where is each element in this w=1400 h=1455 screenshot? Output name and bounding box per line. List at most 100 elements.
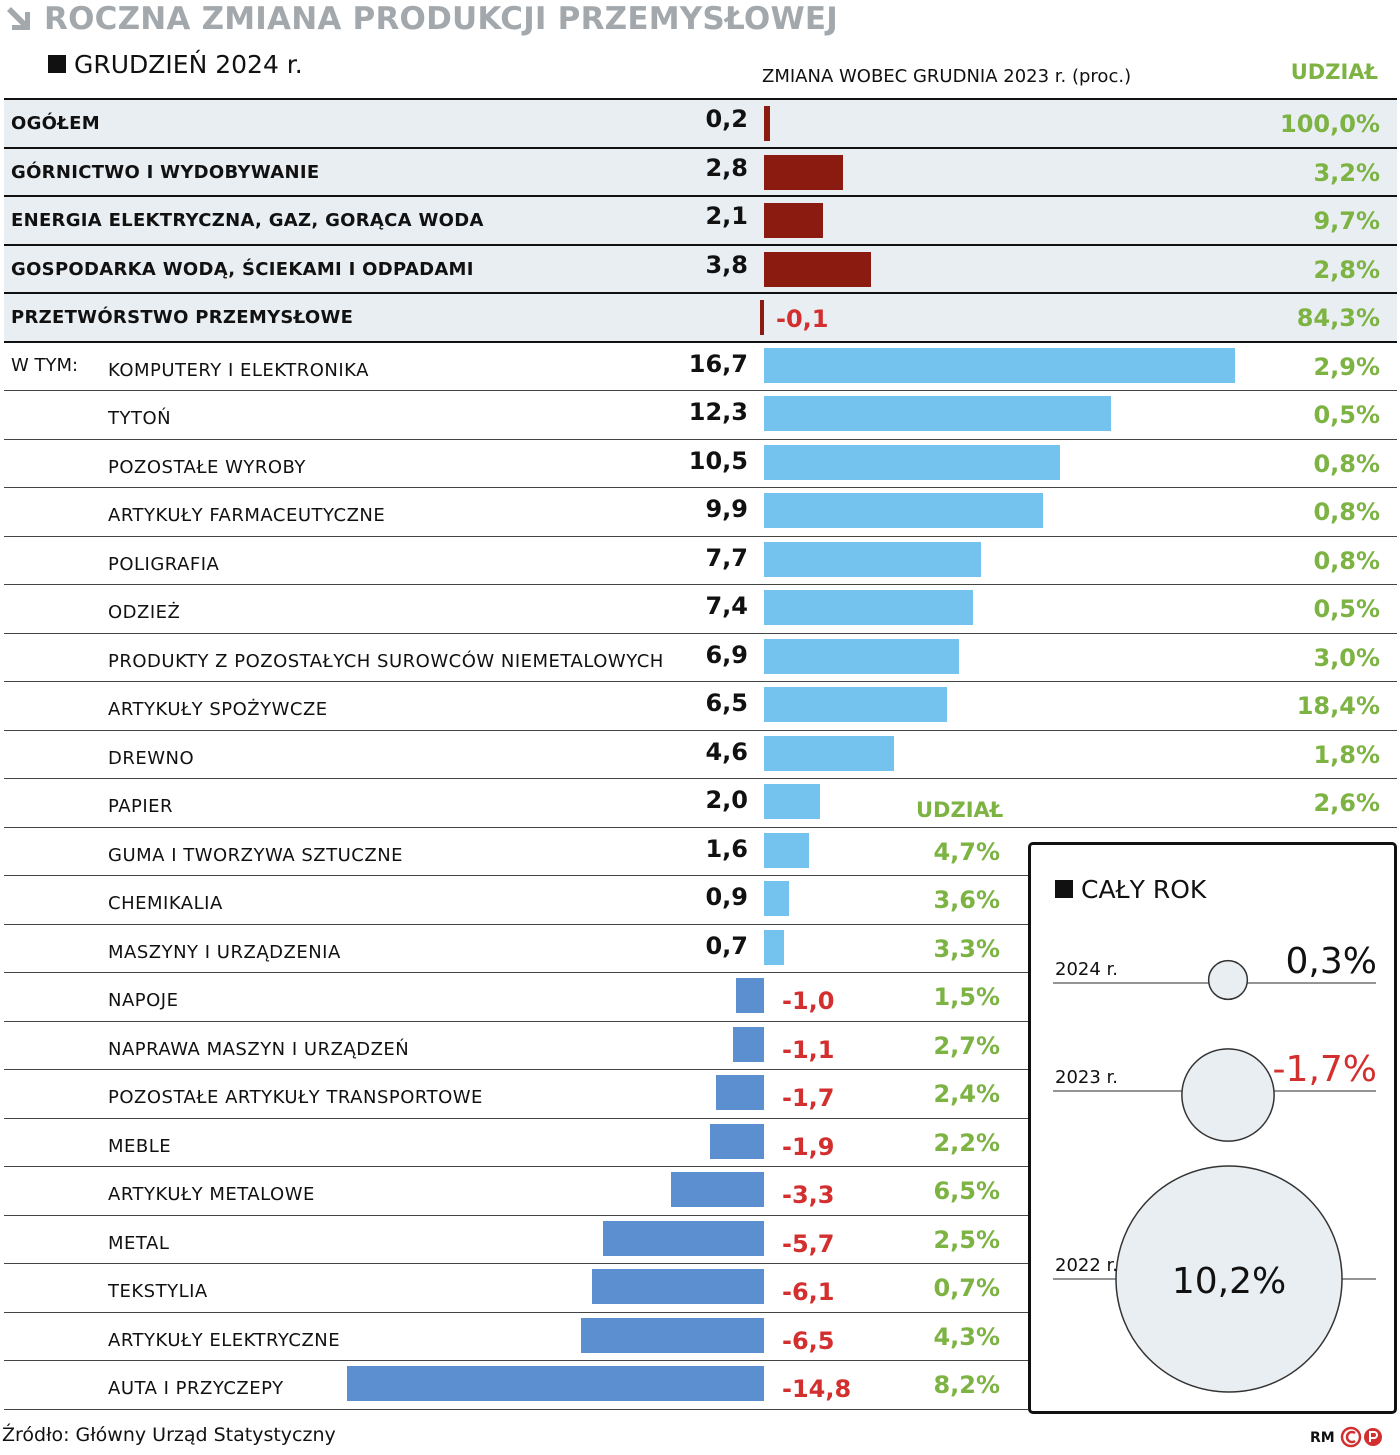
bar [670,1172,764,1207]
category-label: OGÓŁEM [11,113,100,134]
bar [764,735,894,771]
chart-row: POLIGRAFIA 7,7 0,8% [4,537,1397,585]
year-label: 2023 r. [1055,1067,1118,1088]
value-label: 16,7 [688,349,748,378]
share-value: 0,8% [1313,546,1380,575]
category-label: ARTYKUŁY SPOŻYWCZE [108,699,328,720]
value-label: -1,7 [782,1084,835,1112]
share-value: 0,8% [1313,449,1380,478]
bar [603,1220,764,1256]
category-label: PRODUKTY Z POZOSTAŁYCH SUROWCÓW NIEMETAL… [108,650,664,672]
chart-row: TEKSTYLIA -6,1 0,7% [4,1264,1028,1313]
value-label: 3,8 [705,250,748,279]
value-label: -1,9 [782,1132,835,1161]
share-value: 2,6% [1313,789,1380,817]
share-column-header: UDZIAŁ [1290,60,1378,84]
bar [760,300,764,335]
year-value: 10,2% [1172,1261,1286,1302]
value-label: 10,5 [688,446,748,475]
bar [764,541,982,577]
value-label: 12,3 [688,398,748,426]
bar [764,347,1235,383]
share-value: 2,4% [933,1080,1000,1108]
bar [764,444,1061,480]
category-label: ENERGIA ELEKTRYCZNA, GAZ, GORĄCA WODA [11,210,484,231]
bar [764,251,872,287]
category-label: ARTYKUŁY ELEKTRYCZNE [108,1329,341,1351]
bar [764,590,973,625]
share-value: 2,2% [933,1128,1000,1157]
share-value: 3,6% [933,886,1000,914]
year-label: 2022 r. [1055,1255,1118,1276]
chart-row: ARTYKUŁY METALOWE -3,3 6,5% [4,1167,1028,1216]
share-value: 8,2% [933,1371,1000,1399]
bar [764,638,959,674]
full-year-title: CAŁY ROK [1055,875,1206,904]
chart-row: OGÓŁEM 0,2 100,0% [4,100,1397,149]
arrow-down-right-icon [7,7,30,30]
category-label: NAPOJE [108,990,179,1011]
square-bullet-icon [48,55,66,73]
value-label: -14,8 [782,1375,852,1403]
bar [764,881,790,916]
chart-row: AUTA I PRZYCZEPY -14,8 8,2% [4,1361,1028,1410]
category-label: GÓRNICTWO I WYDOBYWANIE [11,161,320,183]
full-year-bubbles: 2024 r. 0,3% 2023 r. -1,7% 2022 r. 10,2% [1053,941,1377,1393]
share-value: 3,3% [933,934,1000,963]
bar [764,784,821,819]
chart-row: MEBLE -1,9 2,2% [4,1119,1028,1167]
chart-row: DREWNO 4,6 1,8% [4,731,1397,779]
source-note: Źródło: Główny Urząd Statystyczny [2,1424,336,1446]
category-label: TEKSTYLIA [108,1281,208,1302]
category-label: METAL [108,1232,170,1254]
value-label: 7,4 [705,592,748,620]
bar [764,396,1111,431]
axis-label: ZMIANA WOBEC GRUDNIA 2023 r. (proc.) [762,66,1132,87]
category-label: GOSPODARKA WODĄ, ŚCIEKAMI I ODPADAMI [11,258,474,280]
category-label: GUMA I TWORZYWA SZTUCZNE [108,844,404,866]
value-label: -1,1 [782,1035,835,1064]
category-label: ARTYKUŁY METALOWE [108,1184,315,1205]
share-value: 18,4% [1296,692,1380,720]
value-label: -5,7 [782,1229,835,1258]
category-label: POLIGRAFIA [108,553,220,575]
category-label: ARTYKUŁY FARMACEUTYCZNE [108,505,386,526]
square-bullet-icon [1055,880,1073,898]
value-label: 0,2 [705,105,748,133]
share-value: 2,7% [933,1031,1000,1060]
category-label: MASZYNY I URZĄDZENIA [108,941,341,963]
header-rule [4,98,1397,100]
share-value: 4,7% [933,837,1000,866]
value-label: 4,6 [705,737,748,766]
value-label: -1,0 [782,987,835,1015]
category-label: POZOSTAŁE WYROBY [108,456,306,478]
chart-row: TYTOŃ 12,3 0,5% [4,391,1397,440]
value-label: 1,6 [705,834,748,863]
share-value: 3,2% [1313,158,1380,187]
bar [764,929,784,965]
full-year-panel: CAŁY ROK 2024 r. 0,3% 2023 r. -1,7% 2022 r. 1… [1028,842,1397,1414]
chart-row: ODZIEŻ 7,4 0,5% [4,585,1397,634]
share-column-header-secondary: UDZIAŁ [916,798,1004,822]
chart-row: ARTYKUŁY SPOŻYWCZE 6,5 18,4% [4,682,1397,731]
author-credit: RM [1310,1430,1335,1446]
chart-subtitle: GRUDZIEŃ 2024 r. [48,50,303,79]
year-label: 2024 r. [1055,959,1118,980]
share-value: 1,5% [933,983,1000,1011]
share-value: 0,5% [1313,401,1380,429]
chart-row: MASZYNY I URZĄDZENIA 0,7 3,3% [4,925,1028,973]
title-row: ROCZNA ZMIANA PRODUKCJI PRZEMYSŁOWEJ [4,0,838,38]
category-label: MEBLE [108,1135,172,1157]
share-value: 6,5% [933,1177,1000,1205]
chart-row: CHEMIKALIA 0,9 3,6% [4,876,1028,925]
chart-row: NAPOJE -1,0 1,5% [4,973,1028,1022]
share-value: 9,7% [1313,207,1380,235]
value-label: -3,3 [782,1181,835,1209]
category-label: TYTOŃ [108,408,172,429]
category-label: NAPRAWA MASZYN I URZĄDZEŃ [108,1038,410,1060]
value-label: 2,0 [705,786,748,814]
bar [580,1317,764,1353]
chart-row: GOSPODARKA WODĄ, ŚCIEKAMI I ODPADAMI 3,8 2… [4,245,1397,294]
share-value: 2,9% [1313,352,1380,381]
bar [346,1366,764,1401]
